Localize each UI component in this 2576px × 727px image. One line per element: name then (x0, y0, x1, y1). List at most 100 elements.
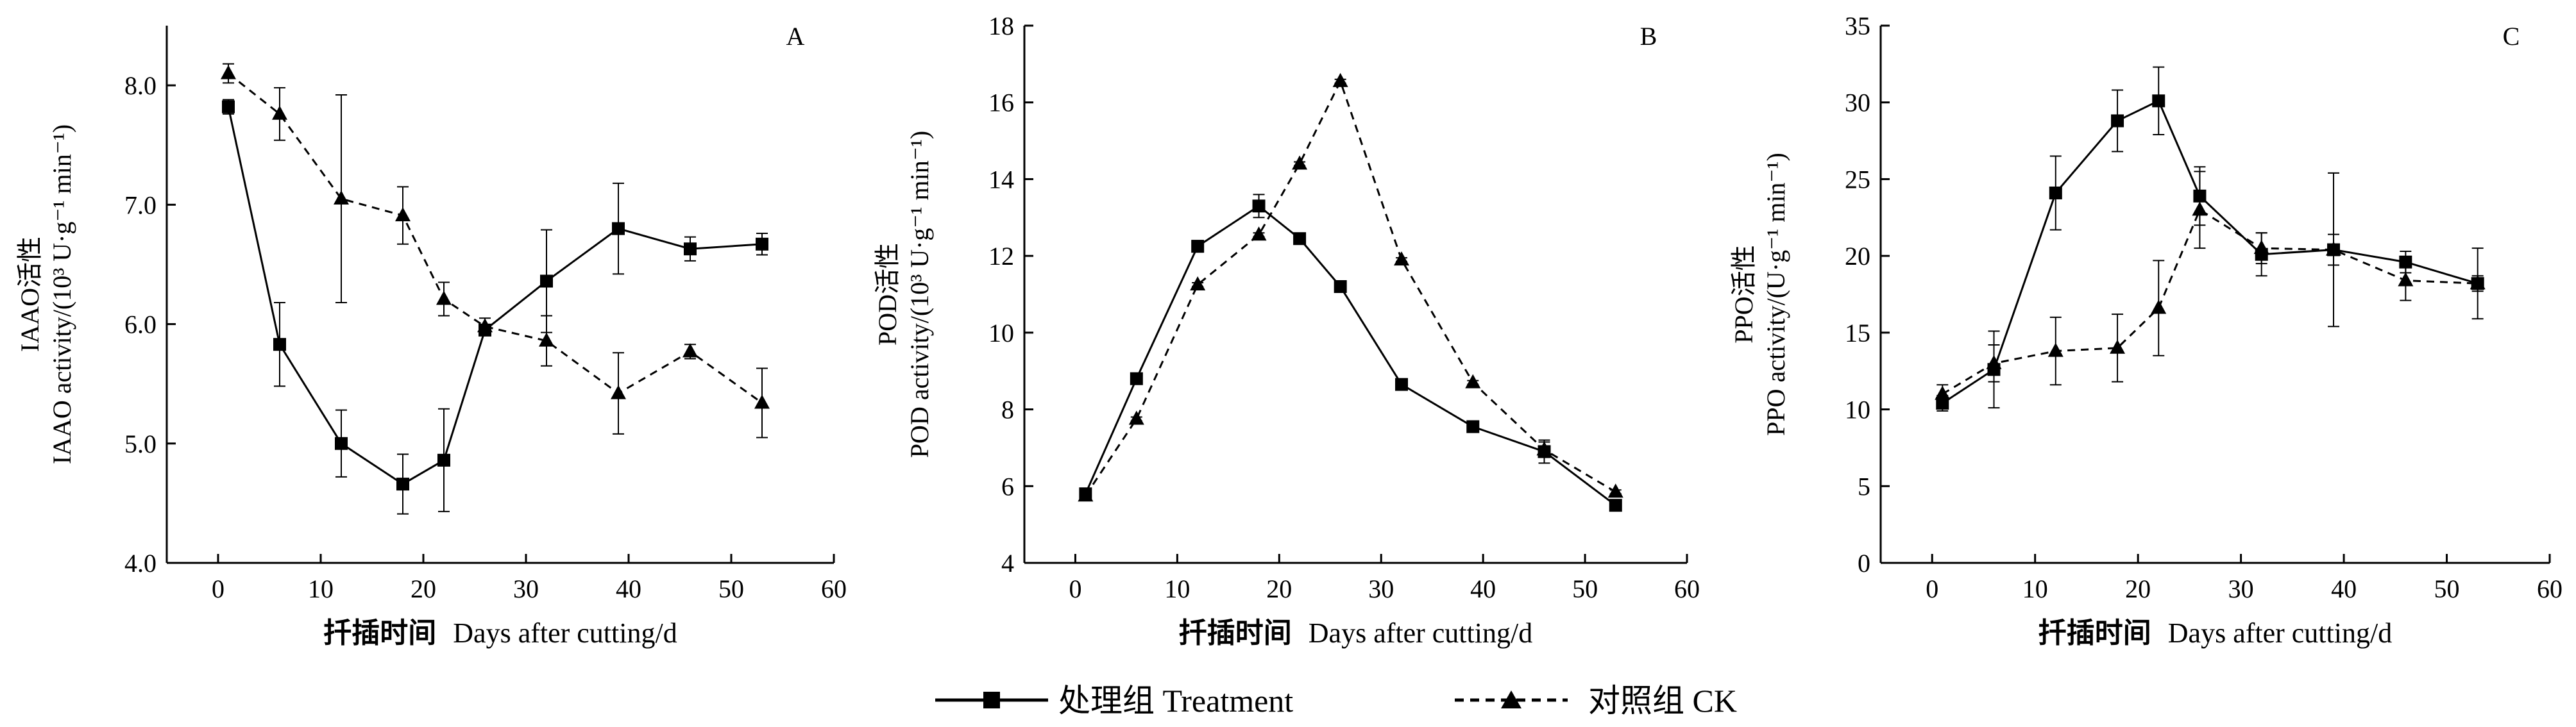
data-point-square (2111, 114, 2124, 128)
x-tick-label: 60 (2537, 574, 2563, 603)
y-axis-label-en: PPO activity/(U·g⁻¹ min⁻¹) (1761, 153, 1790, 436)
data-point-square (1334, 280, 1347, 294)
series-ck (1078, 72, 1623, 502)
y-tick-label: 20 (1845, 242, 1870, 271)
legend-treatment-label: 处理组 Treatment (1058, 683, 1293, 719)
data-point-triangle (2398, 272, 2414, 287)
data-point-triangle (1394, 251, 1410, 266)
data-point-triangle (2110, 339, 2126, 354)
data-point-square (1609, 499, 1622, 512)
y-tick-label: 10 (1845, 396, 1870, 424)
data-point-square (273, 338, 286, 351)
x-tick-label: 60 (821, 574, 847, 603)
y-axis-label-cn: PPO活性 (1729, 245, 1758, 343)
data-point-triangle (272, 105, 287, 120)
data-point-triangle (334, 190, 349, 205)
data-point-square (1130, 372, 1143, 385)
x-axis-label: 扦插时间 Days after cutting/d (323, 617, 677, 649)
series-ck (221, 63, 770, 439)
x-tick-label: 0 (1069, 574, 1081, 603)
y-tick-label: 8 (1001, 396, 1014, 424)
data-point-square (612, 222, 625, 235)
legend-ck-marker (1501, 690, 1521, 708)
data-point-triangle (2326, 241, 2342, 256)
panel-letter: A (786, 22, 805, 51)
y-tick-label: 8.0 (124, 71, 157, 100)
data-point-triangle (2253, 240, 2269, 255)
y-tick-label: 5.0 (124, 430, 157, 458)
panel-a: 0 10 20 30 40 50 60 4.0 5.0 6.0 7.0 8.0 A 扦插时间 Days af… (15, 22, 847, 649)
data-point-triangle (477, 318, 493, 333)
y-tick-label: 7.0 (124, 190, 157, 219)
y-tick-label: 35 (1845, 12, 1870, 40)
x-tick-label: 0 (1926, 574, 1938, 603)
data-point-triangle (1536, 441, 1552, 456)
data-point-square (540, 274, 553, 288)
data-point-triangle (1607, 483, 1623, 498)
y-tick-label: 18 (988, 12, 1014, 40)
data-point-triangle (1078, 487, 1094, 502)
y-tick-label: 4 (1001, 549, 1014, 578)
series-ck (1935, 171, 2486, 404)
x-tick-label: 50 (718, 574, 744, 603)
panel-letter: B (1640, 22, 1657, 51)
x-tick-label: 40 (616, 574, 641, 603)
data-point-square (437, 453, 450, 467)
data-point-triangle (1935, 385, 1951, 400)
x-tick-label: 0 (212, 574, 225, 603)
legend: 处理组 Treatment 对照组 CK (935, 683, 1737, 719)
data-point-triangle (2470, 275, 2486, 290)
series-line (1084, 205, 1616, 506)
data-point-triangle (436, 290, 452, 305)
panel-letter: C (2503, 22, 2520, 51)
y-tick-label: 0 (1858, 549, 1870, 578)
y-tick-label: 30 (1845, 88, 1870, 117)
x-tick-label: 50 (2434, 574, 2460, 603)
series-line (228, 72, 763, 404)
data-point-triangle (682, 343, 698, 358)
x-tick-label: 60 (1674, 574, 1700, 603)
panel-b: 0 10 20 30 40 50 60 4 6 8 10 12 14 16 18 B 扦插时间 Days afte… (873, 12, 1700, 649)
y-tick-label: 4.0 (124, 549, 157, 578)
data-point-triangle (539, 332, 554, 347)
x-tick-label: 30 (513, 574, 539, 603)
data-point-square (1293, 232, 1307, 246)
data-point-triangle (2151, 299, 2167, 314)
data-point-square (2152, 94, 2165, 108)
series-line (1085, 78, 1616, 497)
y-tick-label: 12 (988, 242, 1014, 271)
y-tick-label: 25 (1845, 165, 1870, 194)
data-point-triangle (1292, 155, 1308, 170)
y-axis-label-cn: IAAO活性 (15, 237, 44, 352)
x-tick-label: 10 (1164, 574, 1190, 603)
data-point-triangle (754, 394, 770, 409)
data-point-square (222, 100, 235, 113)
data-point-triangle (1251, 226, 1267, 241)
data-point-triangle (221, 65, 236, 79)
y-tick-label: 6 (1001, 472, 1014, 501)
x-tick-label: 40 (1470, 574, 1496, 603)
series-line (1942, 208, 2478, 395)
data-point-square (2049, 186, 2062, 199)
series-line (227, 106, 763, 485)
y-tick-label: 6.0 (124, 310, 157, 339)
data-point-triangle (1128, 410, 1144, 425)
legend-ck-label: 对照组 CK (1588, 683, 1737, 719)
data-point-square (1252, 199, 1266, 213)
legend-treatment-marker (983, 692, 1000, 708)
x-tick-label: 30 (2228, 574, 2254, 603)
x-axis-label: 扦插时间 Days after cutting/d (2038, 617, 2392, 649)
data-point-square (335, 437, 348, 450)
data-point-triangle (2192, 201, 2208, 216)
data-point-square (1466, 420, 1480, 433)
x-tick-label: 10 (308, 574, 334, 603)
y-axis-label-en: POD activity/(10³ U·g⁻¹ min⁻¹) (905, 131, 934, 458)
data-point-triangle (1190, 276, 1206, 291)
data-point-triangle (611, 385, 626, 399)
data-point-square (756, 237, 768, 251)
x-axis-label: 扦插时间 Days after cutting/d (1179, 617, 1532, 649)
data-point-triangle (1465, 374, 1481, 389)
y-tick-label: 16 (988, 88, 1014, 117)
x-tick-label: 10 (2022, 574, 2048, 603)
